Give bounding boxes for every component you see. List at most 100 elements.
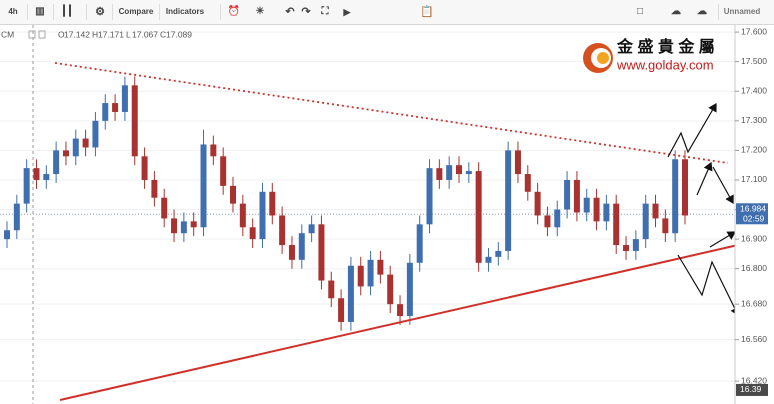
price-ticks: 17.60017.50017.40017.30017.20017.10017.0…	[735, 26, 768, 396]
bar-style-button[interactable]: ┃┃	[60, 6, 74, 17]
candle-body	[279, 215, 286, 246]
separator	[220, 4, 221, 20]
candle-body	[456, 165, 462, 175]
candle-body	[397, 304, 404, 317]
candle-body	[112, 103, 119, 112]
candle-body	[387, 274, 394, 305]
separator	[159, 4, 160, 20]
readout-label: H	[92, 29, 98, 39]
candle-body	[190, 221, 197, 228]
candle-body	[62, 150, 69, 157]
candle-body	[613, 203, 620, 246]
arrow	[709, 231, 737, 248]
layout-name[interactable]: Unnamed	[723, 7, 761, 16]
candle-body	[200, 144, 207, 228]
candle-body	[239, 203, 246, 228]
candle-body	[259, 191, 266, 240]
candle-body	[672, 159, 679, 234]
resistance-trendline	[54, 62, 729, 164]
projection-arrows	[667, 102, 740, 317]
icon	[28, 30, 36, 39]
candle-body	[357, 265, 364, 287]
settings-button[interactable]: ⚙	[95, 6, 105, 18]
interval-button[interactable]: 4h	[8, 7, 18, 16]
candle-body	[534, 191, 541, 216]
undo-button[interactable]: ↶	[285, 6, 295, 18]
chart-style-button[interactable]: ▥	[35, 6, 45, 17]
candle-body	[288, 245, 295, 260]
readout-value: 17.171	[98, 29, 124, 39]
candle-body	[210, 144, 217, 157]
candle-body	[514, 150, 521, 175]
candle-body	[623, 245, 630, 251]
crosshair-price-tag	[736, 383, 768, 396]
arrow	[696, 161, 713, 196]
arrow	[712, 166, 734, 205]
y-tick-label: 17.300	[741, 115, 767, 125]
candle-body	[4, 230, 10, 240]
candle-body	[220, 156, 227, 186]
candle-body	[161, 197, 168, 219]
readout-value: 17.067	[132, 29, 158, 39]
countdown-label: 02:59	[743, 214, 765, 224]
candle-body	[465, 171, 472, 175]
candle-body	[416, 224, 423, 263]
candle-body	[269, 191, 276, 216]
candle-body	[652, 203, 659, 219]
candle-body	[92, 120, 99, 148]
cloud-load-button[interactable]: ☁	[697, 6, 707, 17]
crosshair-price-label: 16.39	[740, 384, 762, 394]
y-tick-label: 17.600	[741, 26, 767, 36]
candle-body	[82, 138, 89, 148]
cloud-save-button[interactable]: ☁	[671, 6, 681, 17]
y-tick-label: 17.100	[741, 174, 767, 184]
readout-label: O	[58, 29, 65, 39]
candle-body	[583, 197, 590, 213]
candle-body	[475, 171, 482, 263]
last-price-label: 16.984	[740, 204, 766, 214]
symbol: CM	[1, 29, 14, 39]
arrow	[667, 102, 717, 158]
candle-body	[446, 165, 453, 180]
chart: 17.600 17.500 17.400 17.300 17.200 17.100 17.0…	[0, 25, 774, 404]
candle-body	[151, 179, 158, 198]
candle-body	[524, 174, 531, 192]
candle-body	[544, 215, 551, 228]
candle-body	[53, 150, 60, 175]
candle-body	[554, 209, 561, 228]
candle-body	[564, 179, 571, 210]
theme-button[interactable]: ☀	[255, 6, 265, 17]
candle-body	[485, 256, 492, 263]
candle-body	[347, 265, 354, 322]
compare-button[interactable]: Compare	[118, 7, 154, 16]
candle-body	[328, 280, 335, 299]
y-tick-label: 16.680	[741, 298, 767, 308]
readout-value: 17.142	[64, 29, 90, 39]
color-button[interactable]: □	[636, 6, 644, 17]
indicators-button[interactable]: Indicators	[165, 7, 205, 16]
replay-button[interactable]: ▶	[343, 7, 351, 17]
candle-body	[662, 218, 669, 234]
fullscreen-button[interactable]: ⛶	[321, 6, 329, 17]
redo-button[interactable]: ↷	[301, 6, 311, 18]
alert-button[interactable]: ⏰	[227, 6, 241, 17]
candle-body	[171, 218, 178, 234]
candle-body	[13, 203, 20, 231]
separator	[27, 4, 28, 20]
candle-body	[43, 174, 50, 180]
candle-body	[131, 85, 138, 157]
candle-body	[505, 150, 512, 251]
y-tick-label: 16.800	[741, 263, 767, 273]
candle-body	[72, 138, 79, 157]
clipboard-icon[interactable]: 📋	[420, 6, 434, 18]
separator	[718, 4, 719, 20]
toolbar: 4h ▥ ┃┃ ⚙ Compare Indicators ⏰ ☀ ↶ ↷ ⛶ ▶…	[0, 0, 774, 25]
candle-body	[121, 85, 128, 112]
candle-body	[102, 103, 109, 121]
readout-label: L	[126, 29, 131, 39]
separator	[53, 4, 54, 20]
candle-body	[249, 227, 256, 240]
logo-url: www.golday.com	[616, 57, 714, 72]
icon	[38, 30, 46, 39]
